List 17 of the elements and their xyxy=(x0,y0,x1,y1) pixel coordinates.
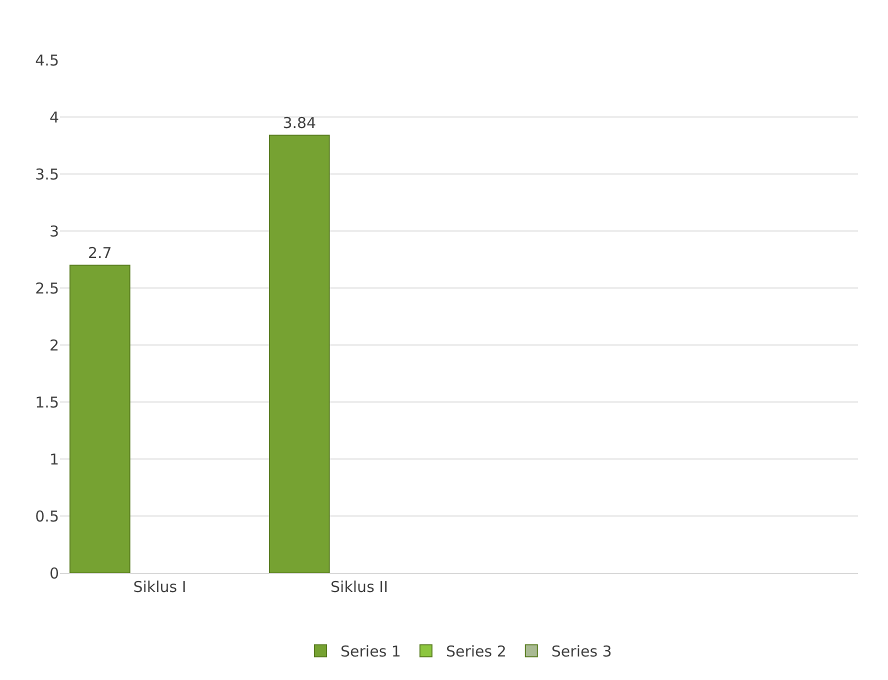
legend-label: Series 2 xyxy=(446,642,506,661)
x-tick-label: Siklus II xyxy=(330,578,388,596)
y-tick-label: 0.5 xyxy=(35,507,59,526)
y-tick-label: 3 xyxy=(49,222,59,240)
data-label: 3.84 xyxy=(282,114,316,132)
y-tick-label: 2 xyxy=(49,336,59,354)
y-tick-label: 4.5 xyxy=(35,51,59,70)
y-tick-label: 1.5 xyxy=(35,393,59,412)
legend-label: Series 1 xyxy=(340,642,401,661)
legend-label: Series 3 xyxy=(551,642,612,661)
y-tick-label: 3.5 xyxy=(35,165,59,184)
y-tick-label: 2.5 xyxy=(35,279,59,298)
data-label: 2.7 xyxy=(88,244,112,262)
x-tick-label: Siklus I xyxy=(133,578,186,596)
y-tick-label: 4 xyxy=(49,108,59,126)
y-tick-label: 0 xyxy=(49,564,59,582)
y-tick-label: 1 xyxy=(49,450,59,468)
